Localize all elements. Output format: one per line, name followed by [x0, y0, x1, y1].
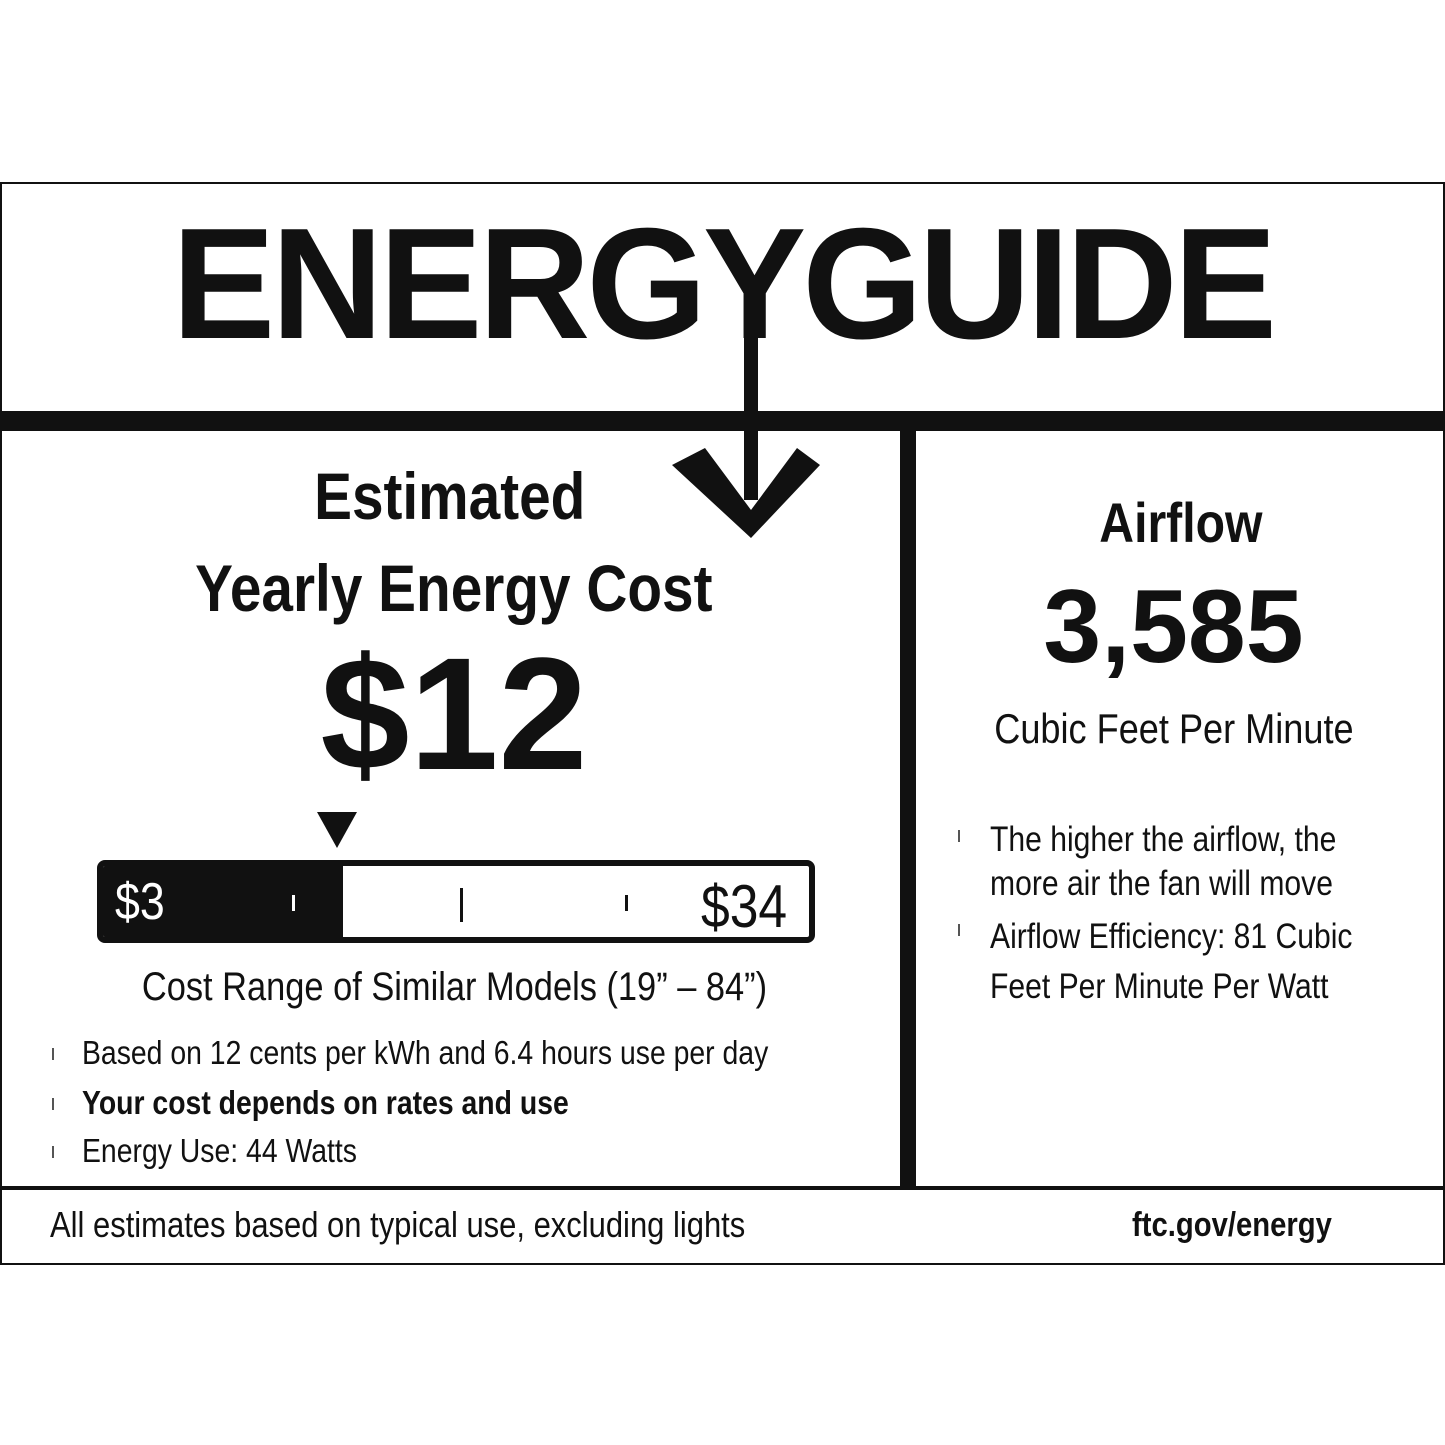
range-max-text: $34: [701, 873, 788, 940]
cost-heading-line1-text: Estimated: [314, 459, 586, 533]
down-arrow-icon: [672, 330, 820, 538]
footer-divider: [0, 1186, 1445, 1190]
energyguide-title: ENERGYGUIDE: [171, 196, 1277, 372]
bullet-icon: [52, 1098, 54, 1110]
cost-heading-line2: Yearly Energy Cost: [0, 550, 908, 626]
bullet-icon: [52, 1048, 54, 1060]
footer-note-text: All estimates based on typical use, excl…: [50, 1204, 746, 1245]
cost-bullet-2-text: Your cost depends on rates and use: [82, 1084, 569, 1121]
airflow-heading-text: Airflow: [1098, 491, 1263, 554]
ftc-link-text[interactable]: ftc.gov/energy: [1132, 1206, 1332, 1244]
airflow-bullet-1-line-2: more air the fan will move: [990, 864, 1333, 903]
range-max-label: $34: [701, 872, 801, 940]
airflow-bullet-2-line-1: Airflow Efficiency: 81 Cubic: [990, 917, 1353, 956]
energyguide-label: [0, 182, 1445, 1265]
range-tick: [460, 888, 463, 922]
cost-range-fill: [103, 866, 343, 937]
range-tick: [625, 895, 628, 911]
cost-bullet-3-text: Energy Use: 44 Watts: [82, 1132, 357, 1169]
title-divider: [0, 411, 1445, 431]
airflow-heading: Airflow: [916, 490, 1445, 555]
cost-heading-line1: Estimated: [0, 458, 900, 534]
cost-bullet-1-text: Based on 12 cents per kWh and 6.4 hours …: [82, 1034, 769, 1071]
airflow-bullet-1: The higher the airflow, the more air the…: [990, 818, 1393, 906]
cost-bullet-2: Your cost depends on rates and use: [82, 1084, 648, 1122]
airflow-bullet-2-line-2: Feet Per Minute Per Watt: [990, 967, 1329, 1006]
range-min-text: $3: [115, 873, 165, 931]
cost-bullet-1: Based on 12 cents per kWh and 6.4 hours …: [82, 1034, 880, 1072]
bullet-icon: [958, 924, 960, 936]
range-caption: Cost Range of Similar Models (19” – 84”): [0, 965, 908, 1010]
footer-note: All estimates based on typical use, excl…: [50, 1204, 858, 1246]
airflow-bullet-1-line-1: The higher the airflow, the: [990, 820, 1337, 859]
bullet-icon: [958, 830, 960, 842]
airflow-value: 3,585: [1043, 569, 1304, 685]
range-tick: [292, 895, 295, 911]
ftc-link[interactable]: ftc.gov/energy: [1132, 1206, 1364, 1245]
airflow-unit-text: Cubic Feet Per Minute: [993, 705, 1354, 752]
cost-marker-triangle-icon: [316, 812, 357, 848]
cost-range-bar: $3 $34: [97, 860, 815, 943]
airflow-unit: Cubic Feet Per Minute: [916, 705, 1431, 753]
range-caption-text: Cost Range of Similar Models (19” – 84”): [141, 965, 767, 1009]
column-divider: [900, 431, 916, 1188]
bullet-icon: [52, 1146, 54, 1158]
airflow-bullet-2: Airflow Efficiency: 81 Cubic Feet Per Mi…: [990, 912, 1411, 1012]
range-min-label: $3: [115, 872, 173, 932]
cost-bullet-3: Energy Use: 44 Watts: [82, 1132, 402, 1170]
cost-value: $12: [320, 624, 588, 803]
cost-heading-line2-text: Yearly Energy Cost: [195, 551, 713, 625]
